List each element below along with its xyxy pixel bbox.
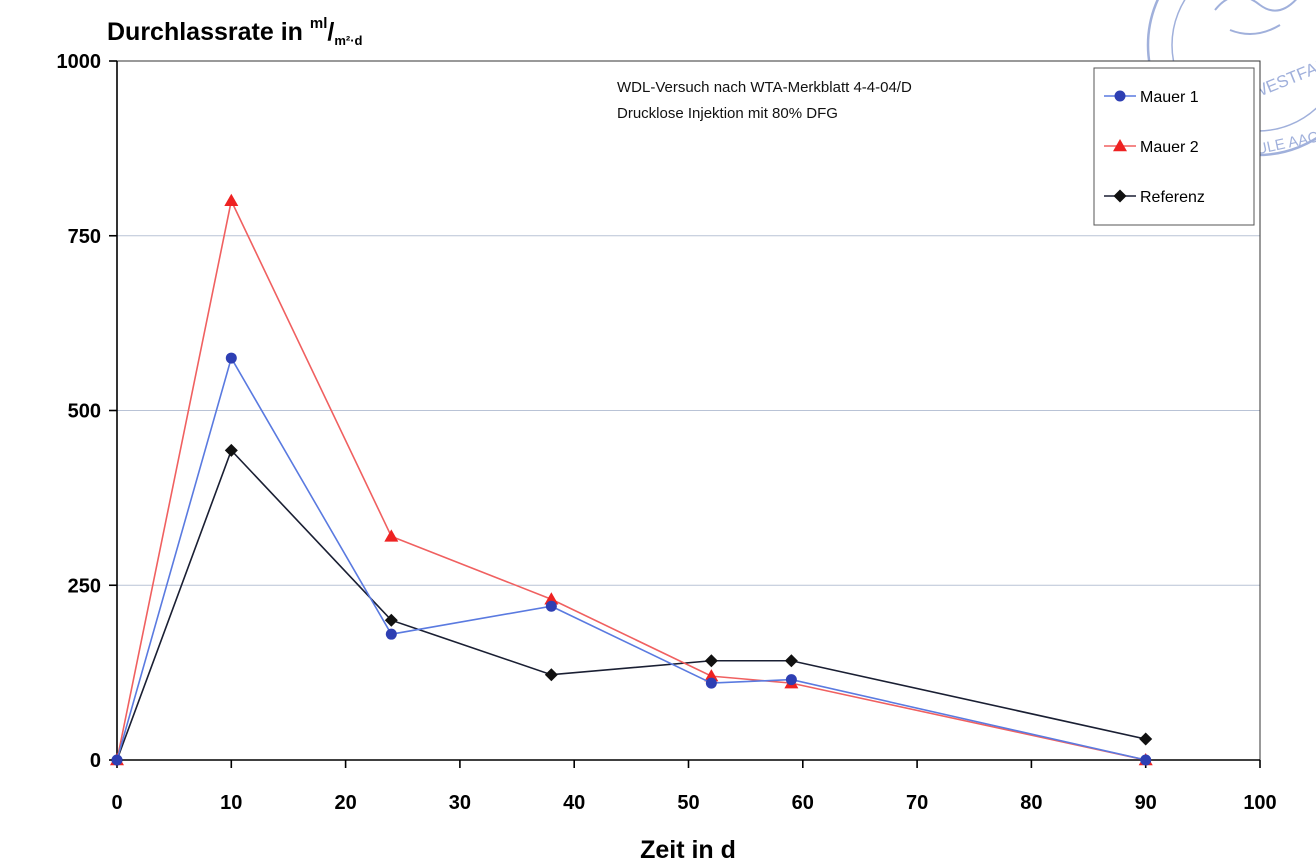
gridlines — [117, 235, 1260, 586]
chart-title: Durchlassrate in ml/m²·d — [107, 15, 363, 48]
x-tick-label: 0 — [111, 792, 122, 814]
y-tick-label: 0 — [90, 750, 101, 772]
legend-label: Mauer 1 — [1140, 89, 1199, 106]
data-point-referenz — [384, 613, 398, 627]
data-point-mauer-1 — [545, 600, 557, 612]
legend-label: Mauer 2 — [1140, 139, 1199, 156]
y-tick-label: 500 — [68, 401, 101, 423]
data-point-mauer-1 — [705, 677, 717, 689]
x-tick-label: 70 — [906, 792, 928, 814]
legend-item-mauer-1: Mauer 1 — [1104, 89, 1199, 106]
data-point-mauer-2 — [384, 529, 399, 542]
legend-item-referenz: Referenz — [1104, 189, 1205, 206]
legend-marker-referenz — [1113, 189, 1127, 203]
legend: Mauer 1 Mauer 2 Referenz — [1093, 67, 1255, 226]
series — [110, 193, 1153, 767]
data-point-mauer-2 — [704, 669, 719, 682]
x-axis-title: Zeit in d — [640, 836, 736, 864]
series-mauer-1 — [111, 352, 1152, 766]
data-point-mauer-1 — [111, 754, 123, 766]
data-point-mauer-2 — [544, 592, 559, 605]
data-point-mauer-1 — [785, 674, 797, 686]
x-tick-label: 30 — [449, 792, 471, 814]
y-tick-label: 250 — [68, 575, 101, 597]
data-point-mauer-1 — [225, 352, 237, 364]
y-tick-label: 750 — [68, 226, 101, 248]
y-tick-labels: 0 250 500 750 1000 — [57, 51, 117, 772]
data-point-referenz — [1139, 732, 1153, 746]
data-point-mauer-2 — [224, 193, 239, 207]
legend-item-mauer-2: Mauer 2 — [1104, 139, 1199, 156]
x-tick-label: 20 — [334, 792, 356, 814]
y-tick-label: 1000 — [57, 51, 102, 73]
x-tick-label: 50 — [677, 792, 699, 814]
annotation-line-2: Drucklose Injektion mit 80% DFG — [617, 105, 838, 122]
x-tick-label: 90 — [1135, 792, 1157, 814]
series-referenz — [110, 443, 1153, 767]
x-tick-label: 60 — [792, 792, 814, 814]
legend-marker-mauer-1 — [1114, 90, 1126, 102]
x-tick-label: 100 — [1243, 792, 1276, 814]
x-tick-labels: 0 10 20 30 40 50 60 70 80 90 100 — [111, 760, 1277, 814]
x-tick-label: 40 — [563, 792, 585, 814]
x-tick-label: 80 — [1020, 792, 1042, 814]
data-point-mauer-1 — [1140, 754, 1152, 766]
legend-marker-mauer-2 — [1113, 139, 1127, 152]
data-point-referenz — [704, 654, 718, 668]
data-point-mauer-1 — [385, 628, 397, 640]
annotation-line-1: WDL-Versuch nach WTA-Merkblatt 4-4-04/D — [617, 79, 912, 96]
legend-label: Referenz — [1140, 189, 1205, 206]
data-point-referenz — [224, 443, 238, 457]
x-tick-label: 10 — [220, 792, 242, 814]
data-point-referenz — [784, 654, 798, 668]
data-point-referenz — [544, 668, 558, 682]
